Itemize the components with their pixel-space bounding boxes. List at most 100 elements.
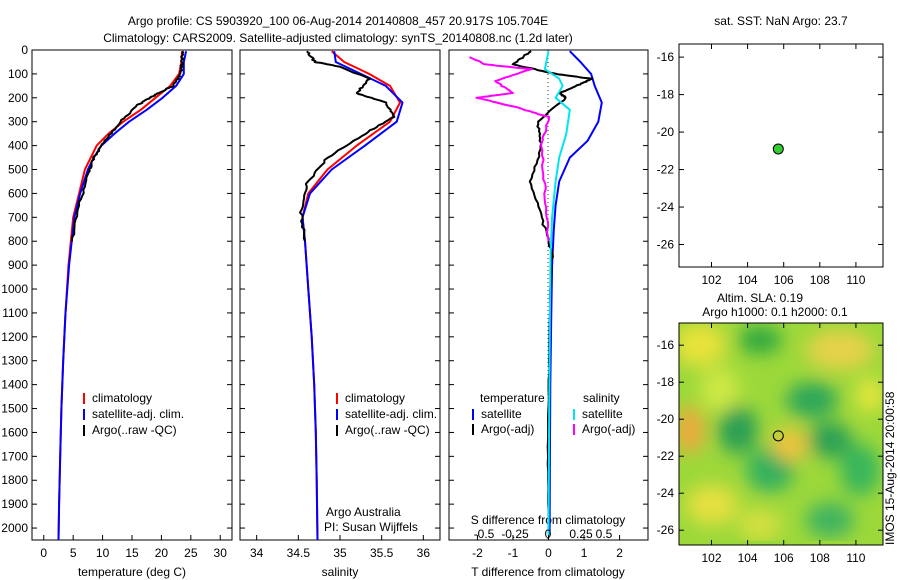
x-tick-label: 110 (846, 273, 865, 287)
legend-title-salinity: salinity (583, 391, 620, 405)
y-tick-label: 400 (8, 139, 28, 153)
legend-label: Argo(..raw -QC) (92, 423, 177, 437)
x-tick-label: 106 (774, 273, 794, 287)
argo-location-marker (772, 430, 784, 442)
legend-title-temperature: temperature (480, 391, 545, 405)
y-tick-label: -16 (657, 50, 675, 64)
series-line-satellite (548, 50, 603, 536)
legend-label: climatology (345, 391, 405, 405)
legend-label: Argo(-adj) (582, 422, 635, 436)
t-difference-xlabel: T difference from climatology (471, 565, 625, 579)
salinity-panel: salinity Argo Australia PI: Susan Wijffe… (239, 49, 441, 579)
salinity-annotation-line-2: PI: Susan Wijffels (324, 520, 418, 534)
series-line-argo-raw-qc- (71, 50, 185, 242)
x-tick-label: 106 (774, 551, 794, 565)
s-tick-label: 0 (545, 527, 552, 541)
y-tick-label: -22 (657, 163, 675, 177)
legend-label: Argo(-adj) (481, 422, 534, 436)
y-tick-label: 1000 (1, 282, 28, 296)
y-tick-label: -24 (657, 486, 675, 500)
y-tick-label: -18 (657, 88, 675, 102)
x-tick-label: 102 (701, 551, 721, 565)
legend-label: climatology (92, 391, 152, 405)
y-tick-label: -18 (657, 375, 675, 389)
legend-label: satellite (481, 407, 522, 421)
x-tick-label: 104 (738, 551, 758, 565)
y-tick-label: 100 (8, 67, 28, 81)
x-tick-label: 25 (184, 546, 198, 560)
y-tick-label: 1200 (1, 330, 28, 344)
temperature-axes-frame (31, 49, 233, 541)
x-tick-label: 5 (70, 546, 77, 560)
salinity-axes-frame (239, 49, 441, 541)
x-tick-label: -1 (508, 546, 519, 560)
y-tick-label: -26 (657, 238, 675, 252)
y-tick-label: 500 (8, 163, 28, 177)
y-tick-label: 900 (8, 258, 28, 272)
legend-label: satellite (582, 407, 623, 421)
s-tick-label: -0.25 (501, 527, 529, 541)
temperature-xlabel: temperature (deg C) (78, 565, 186, 579)
imos-timestamp-label: IMOS 15-Aug-2014 20:00:58 (883, 391, 897, 545)
y-tick-label: -22 (657, 449, 675, 463)
x-tick-label: 20 (155, 546, 169, 560)
series-line-argo-raw-qc- (299, 50, 396, 242)
argo-location-marker (772, 143, 784, 155)
y-tick-label: 1700 (1, 449, 28, 463)
x-tick-label: 36 (417, 546, 431, 560)
sst-map-panel: sat. SST: NaN Argo: 23.7 102 104 106 108 110… (657, 14, 884, 287)
sst-map-title: sat. SST: NaN Argo: 23.7 (714, 14, 848, 28)
series-line-satellite-adj-clim- (301, 51, 404, 541)
y-tick-label: -20 (657, 125, 675, 139)
x-tick-label: 108 (810, 551, 830, 565)
y-tick-label: 1300 (1, 354, 28, 368)
y-tick-label: 2000 (1, 521, 28, 535)
y-tick-label: 1900 (1, 497, 28, 511)
x-tick-label: 15 (125, 546, 139, 560)
salinity-xlabel: salinity (322, 565, 359, 579)
x-tick-label: 10 (96, 546, 110, 560)
y-tick-label: -26 (657, 523, 675, 537)
x-tick-label: 0 (40, 546, 47, 560)
legend-label: satellite-adj. clim. (345, 407, 437, 421)
y-tick-label: 1400 (1, 378, 28, 392)
y-tick-label: 600 (8, 186, 28, 200)
sla-heatmap-field (679, 323, 883, 545)
y-tick-label: 800 (8, 234, 28, 248)
sla-map-panel: Altim. SLA: 0.19 Argo h1000: 0.1 h2000: … (657, 291, 884, 565)
y-tick-label: 1500 (1, 402, 28, 416)
y-tick-label: 200 (8, 91, 28, 105)
series-line-climatology (57, 51, 183, 541)
y-tick-label: 1600 (1, 425, 28, 439)
x-tick-label: 0 (545, 546, 552, 560)
legend-label: satellite-adj. clim. (92, 407, 184, 421)
y-tick-label: -20 (657, 412, 675, 426)
x-tick-label: 30 (214, 546, 228, 560)
sla-map-frame (678, 322, 884, 546)
y-tick-label: 700 (8, 210, 28, 224)
x-tick-label: 104 (738, 273, 758, 287)
salinity-annotation-line-1: Argo Australia (326, 505, 401, 519)
y-tick-label: 300 (8, 115, 28, 129)
temperature-panel: temperature (deg C) 0 5 10 15 20 25 300 100 200 3… (1, 43, 233, 579)
sst-map-frame (678, 43, 884, 268)
title-line-1: Argo profile: CS 5903920_100 06-Aug-2014… (128, 14, 548, 28)
sla-anomaly-blobs (679, 323, 883, 541)
x-tick-label: 2 (616, 546, 623, 560)
x-tick-label: 108 (810, 273, 830, 287)
x-tick-label: 34 (250, 546, 264, 560)
y-tick-label: 1800 (1, 473, 28, 487)
sla-title-line-2: Argo h1000: 0.1 h2000: 0.1 (702, 305, 848, 319)
x-tick-label: 110 (846, 551, 865, 565)
x-tick-label: 35.5 (370, 546, 394, 560)
y-tick-label: -16 (657, 338, 675, 352)
x-tick-label: -2 (472, 546, 483, 560)
x-tick-label: 102 (701, 273, 721, 287)
series-line-satellite (543, 51, 571, 536)
y-tick-label: 1100 (2, 306, 28, 320)
x-tick-label: 1 (581, 546, 588, 560)
sla-title-line-1: Altim. SLA: 0.19 (717, 291, 803, 305)
title-line-2: Climatology: CARS2009. Satellite-adjuste… (103, 31, 573, 45)
series-line-satellite-adj-clim- (57, 50, 188, 541)
